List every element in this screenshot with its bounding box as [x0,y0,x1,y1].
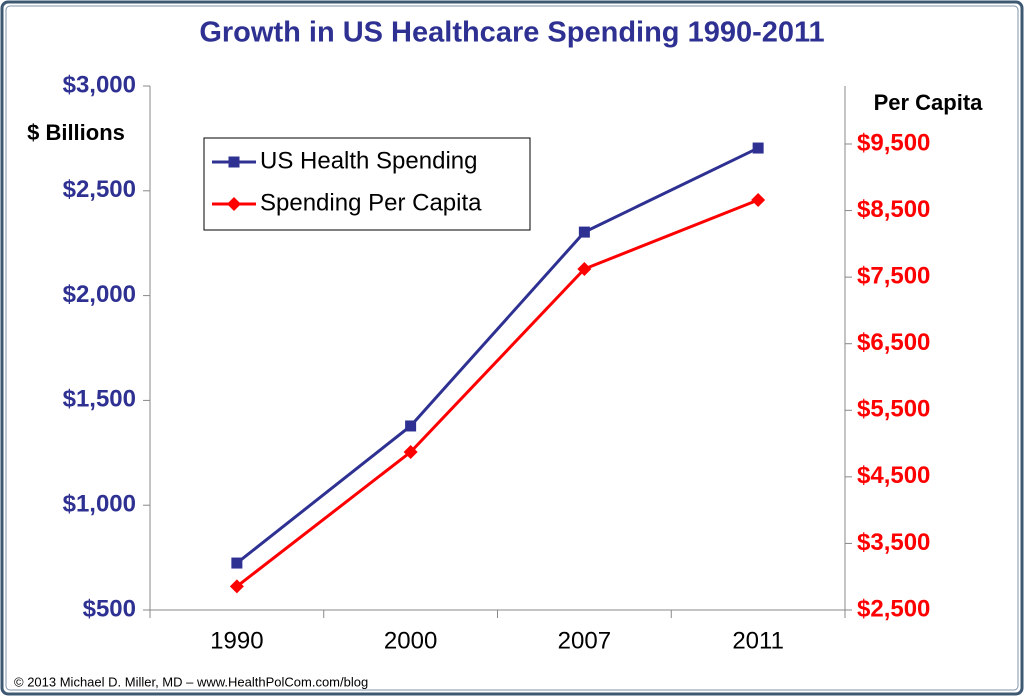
data-point [577,262,592,277]
frame-inner [5,5,1019,691]
data-point [403,445,418,460]
data-point [751,192,766,207]
y2-tick-label: $4,500 [857,462,930,489]
series-line [235,146,759,565]
legend-marker [227,197,241,211]
legend-box [203,137,531,231]
x-tick-label: 2007 [558,627,611,654]
y-tick-label: $2,500 [63,176,136,203]
series-line [235,198,759,588]
y2-tick-label: $8,500 [857,196,930,223]
y2-tick-label: $6,500 [857,329,930,356]
legend-label: US Health Spending [260,147,477,174]
y2-tick-label: $7,500 [857,262,930,289]
data-point [229,579,244,594]
y2-axis-label: Per Capita [874,90,984,115]
y-axis-label: $ Billions [27,120,125,145]
data-point [405,420,417,432]
x-tick-label: 1990 [210,627,263,654]
y2-tick-label: $3,500 [857,529,930,556]
legend-marker [228,156,240,168]
y-tick-label: $500 [83,595,136,622]
y-tick-label: $1,000 [63,491,136,518]
footer: © 2013 Michael D. Miller, MD – www.Healt… [14,674,368,689]
y2-tick-label: $2,500 [857,595,930,622]
data-point [752,142,764,154]
y-tick-label: $2,000 [63,281,136,308]
data-point [578,226,590,238]
y2-tick-label: $5,500 [857,396,930,423]
chart-title: Growth in US Healthcare Spending 1990-20… [199,17,824,49]
y2-tick-label: $9,500 [857,129,930,156]
y-tick-label: $3,000 [63,71,136,98]
y-tick-label: $1,500 [63,386,136,413]
x-tick-label: 2000 [384,627,437,654]
x-tick-label: 2011 [732,627,784,654]
data-point [231,557,243,569]
legend-label: Spending Per Capita [260,189,482,216]
